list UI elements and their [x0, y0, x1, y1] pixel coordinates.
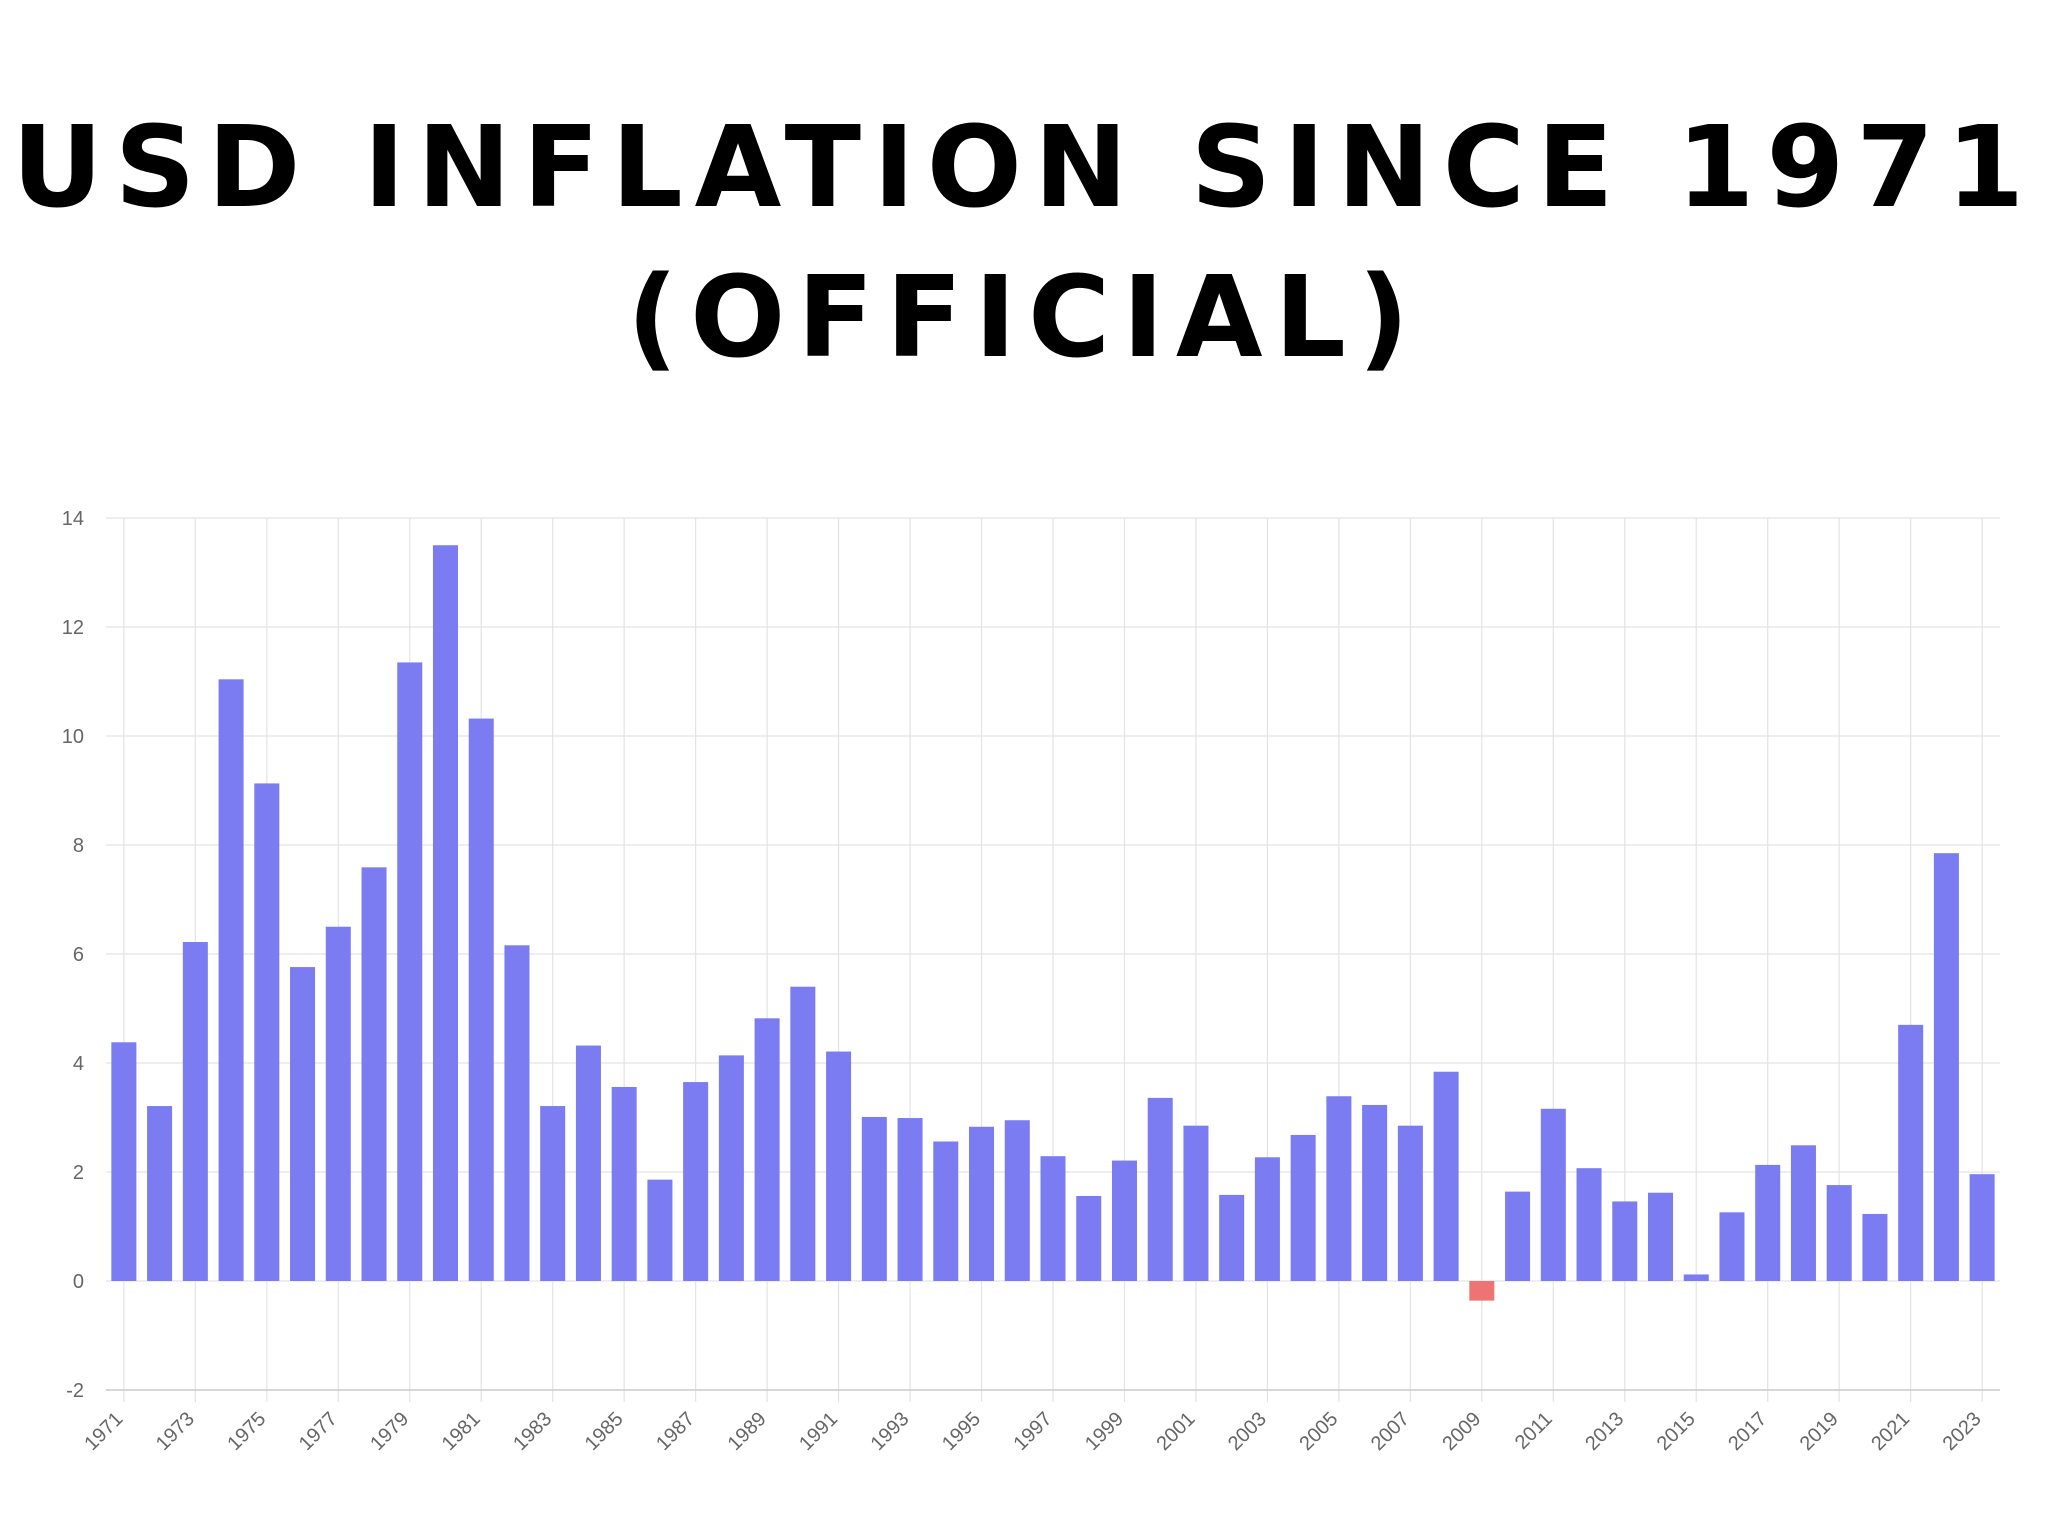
x-tick-label: 2003 [1224, 1408, 1271, 1455]
bar-2000 [1147, 1097, 1173, 1281]
x-tick-label: 2013 [1581, 1408, 1628, 1455]
bar-1977 [325, 926, 351, 1281]
bar-1972 [147, 1106, 173, 1281]
bar-1981 [468, 718, 494, 1281]
y-tick-label: 12 [62, 617, 84, 639]
bar-2021 [1898, 1024, 1924, 1281]
bar-2001 [1183, 1125, 1209, 1281]
bar-2003 [1254, 1157, 1280, 1281]
x-tick-label: 2017 [1724, 1408, 1771, 1455]
y-tick-label: 2 [73, 1162, 84, 1184]
bar-1974 [218, 679, 244, 1281]
bar-1978 [361, 867, 387, 1281]
axis-layer: -2 0 2 4 6 8 10 12 14 1971 1973 1975 1977 1979 1981 198… [62, 508, 2000, 1455]
x-tick-label: 1985 [581, 1408, 628, 1455]
y-tick-label: -2 [66, 1380, 84, 1402]
bar-1971 [111, 1042, 137, 1281]
bar-1983 [540, 1106, 566, 1281]
bar-1994 [933, 1141, 959, 1281]
y-tick-label: 14 [62, 508, 84, 530]
x-tick-label: 1981 [438, 1408, 485, 1455]
bar-1985 [611, 1086, 637, 1281]
bar-1987 [683, 1082, 709, 1281]
x-tick-label: 1971 [80, 1408, 127, 1455]
bar-2013 [1612, 1201, 1638, 1281]
x-tick-label: 1979 [366, 1408, 413, 1455]
bar-2015 [1683, 1274, 1709, 1281]
x-tick-label: 2009 [1438, 1408, 1485, 1455]
bar-2010 [1505, 1191, 1531, 1281]
bar-1991 [826, 1051, 852, 1281]
y-tick-label: 4 [73, 1053, 84, 1075]
x-tick-label: 1989 [724, 1408, 771, 1455]
y-tick-label: 10 [62, 726, 84, 748]
x-tick-label: 2007 [1367, 1408, 1414, 1455]
x-tick-label: 1991 [795, 1408, 842, 1455]
bar-1982 [504, 945, 530, 1281]
x-tick-label: 1983 [509, 1408, 556, 1455]
x-tick-label: 2019 [1796, 1408, 1843, 1455]
bar-2016 [1719, 1212, 1745, 1281]
x-tick-label: 1993 [867, 1408, 914, 1455]
x-tick-label: 2011 [1511, 1408, 1557, 1454]
bar-2002 [1219, 1194, 1245, 1281]
bar-2020 [1862, 1213, 1888, 1281]
y-tick-label: 8 [73, 835, 84, 857]
bar-2019 [1826, 1185, 1852, 1281]
bars-layer [111, 545, 1995, 1301]
bar-1997 [1040, 1156, 1066, 1281]
x-tick-label: 1977 [295, 1408, 342, 1455]
x-tick-label: 2001 [1152, 1408, 1199, 1455]
chart-title-line-1: USD INFLATION SINCE 1971 [11, 103, 2037, 233]
x-tick-label: 2023 [1939, 1408, 1986, 1455]
bar-1975 [254, 783, 280, 1281]
bar-1980 [432, 545, 458, 1281]
bar-1988 [718, 1055, 744, 1281]
bar-2023 [1969, 1174, 1995, 1281]
bar-1984 [575, 1045, 601, 1281]
x-tick-label: 1973 [152, 1408, 199, 1455]
bar-1999 [1111, 1160, 1137, 1281]
x-tick-label: 1999 [1081, 1408, 1128, 1455]
bar-1979 [397, 662, 423, 1281]
bar-1996 [1004, 1120, 1030, 1281]
y-tick-label: 0 [73, 1271, 84, 1293]
x-tick-label: 1987 [652, 1408, 699, 1455]
bar-2018 [1790, 1145, 1816, 1281]
bar-1976 [290, 967, 316, 1281]
chart-title-line-2: (OFFICIAL) [626, 253, 1422, 383]
bar-1986 [647, 1179, 673, 1281]
x-tick-label: 1975 [223, 1408, 270, 1455]
bar-1990 [790, 986, 816, 1281]
bar-2005 [1326, 1096, 1352, 1281]
bar-1992 [861, 1116, 887, 1281]
bar-1973 [182, 942, 208, 1281]
x-tick-label: 1997 [1010, 1408, 1057, 1455]
bar-2004 [1290, 1134, 1316, 1281]
bar-2006 [1362, 1104, 1388, 1281]
bar-2009 [1469, 1281, 1495, 1301]
y-tick-label: 6 [73, 944, 84, 966]
bar-2007 [1397, 1125, 1423, 1281]
x-tick-label: 2021 [1867, 1408, 1914, 1455]
bar-1995 [969, 1126, 995, 1281]
bar-2022 [1933, 853, 1959, 1281]
x-tick-label: 2015 [1653, 1408, 1700, 1455]
bar-1989 [754, 1018, 780, 1281]
x-tick-label: 2005 [1295, 1408, 1342, 1455]
bar-2008 [1433, 1071, 1459, 1281]
x-tick-label: 1995 [938, 1408, 985, 1455]
bar-2011 [1540, 1108, 1566, 1281]
bar-1998 [1076, 1195, 1102, 1281]
bar-2014 [1648, 1192, 1674, 1281]
bar-2017 [1755, 1164, 1781, 1281]
bar-1993 [897, 1118, 923, 1281]
bar-2012 [1576, 1168, 1602, 1281]
